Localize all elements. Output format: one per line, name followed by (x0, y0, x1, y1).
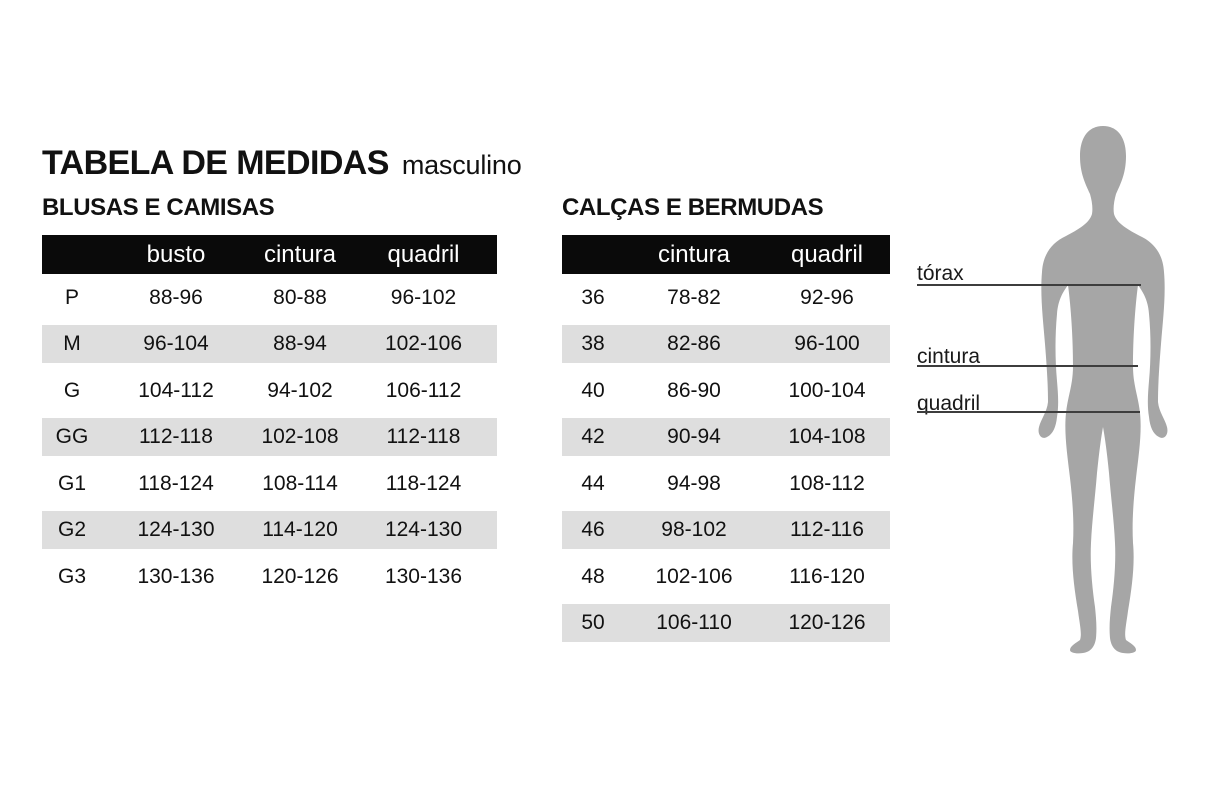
size-cell: 40 (581, 378, 605, 402)
page-title-text: TABELA DE MEDIDAS (42, 144, 389, 182)
blusas-header-row: busto cintura quadril (42, 235, 497, 274)
measure-range-cell: 106-110 (656, 611, 732, 635)
male-silhouette-shape (1038, 126, 1168, 654)
table-row: 36 78-82 92-96 (562, 274, 890, 321)
measure-range-cell: 104-108 (788, 425, 866, 449)
table-row: 40 86-90 100-104 (562, 367, 890, 414)
table-row: G1 118-124 108-114 118-124 (42, 460, 497, 507)
calcas-header-row: cintura quadril (562, 235, 890, 274)
size-cell: G3 (57, 564, 86, 588)
male-silhouette-figure (1038, 126, 1168, 654)
measure-range-cell: 96-102 (390, 285, 457, 309)
measure-range-cell: 116-120 (789, 564, 865, 588)
measurement-label-torax: tórax (917, 262, 964, 285)
size-cell: 42 (581, 425, 605, 449)
table-row: 44 94-98 108-112 (562, 460, 890, 507)
measure-range-cell: 120-126 (261, 564, 339, 588)
size-cell: 46 (581, 518, 605, 542)
measure-range-cell: 102-106 (384, 332, 463, 356)
measure-range-cell: 98-102 (661, 518, 727, 542)
measure-range-cell: 114-120 (262, 518, 338, 542)
measure-range-cell: 118-124 (138, 471, 214, 495)
measure-range-cell: 96-100 (794, 332, 860, 356)
section-title-calcas: CALÇAS E BERMUDAS (562, 194, 824, 221)
measure-range-cell: 124-130 (137, 518, 215, 542)
measure-range-cell: 112-118 (139, 425, 213, 449)
measure-range-cell: 112-118 (386, 425, 461, 449)
table-row: P 88-96 80-88 96-102 (42, 274, 497, 321)
measure-range-cell: 88-96 (149, 285, 203, 309)
calcas-table: cintura quadril 36 78-82 92-96 38 82-86 96-10… (562, 235, 890, 646)
table-row: M 96-104 88-94 102-106 (42, 320, 497, 367)
measure-range-cell: 106-112 (385, 378, 462, 402)
table-row: G2 124-130 114-120 124-130 (42, 506, 497, 553)
size-cell: G2 (57, 518, 86, 542)
measure-range-cell: 94-102 (267, 378, 333, 402)
measure-range-cell: 78-82 (667, 285, 721, 309)
measure-range-cell: 82-86 (667, 332, 721, 356)
measure-range-cell: 100-104 (788, 378, 866, 402)
measure-range-cell: 112-116 (790, 518, 864, 542)
table-row: 38 82-86 96-100 (562, 320, 890, 367)
measure-range-cell: 104-112 (138, 378, 214, 402)
size-cell: 48 (581, 564, 605, 588)
measure-range-cell: 92-96 (800, 285, 854, 309)
measurement-line-cintura (917, 365, 1138, 367)
header-cell-cintura: cintura (263, 240, 337, 268)
table-row: 48 102-106 116-120 (562, 553, 890, 600)
measure-range-cell: 88-94 (273, 332, 327, 356)
size-cell: GG (55, 425, 89, 449)
size-cell: G1 (57, 471, 86, 495)
table-row: G 104-112 94-102 106-112 (42, 367, 497, 414)
page-subtitle: masculino (401, 150, 522, 180)
measure-range-cell: 118-124 (385, 471, 462, 495)
table-row: 42 90-94 104-108 (562, 413, 890, 460)
measure-range-cell: 102-108 (261, 425, 339, 449)
measurement-label-quadril: quadril (917, 392, 981, 415)
measure-range-cell: 108-114 (262, 471, 338, 495)
measure-range-cell: 80-88 (273, 285, 327, 309)
size-cell: G (63, 378, 81, 402)
measure-range-cell: 130-136 (137, 564, 215, 588)
table-row: G3 130-136 120-126 130-136 (42, 553, 497, 600)
table-row: 46 98-102 112-116 (562, 506, 890, 553)
measurement-label-cintura: cintura (917, 345, 981, 368)
section-title-blusas: BLUSAS E CAMISAS (42, 194, 275, 221)
measure-range-cell: 130-136 (384, 564, 463, 588)
size-cell: 36 (581, 285, 605, 309)
header-cell-cintura: cintura (657, 240, 731, 268)
page-title: TABELA DE MEDIDAS masculino (42, 146, 522, 180)
measure-range-cell: 124-130 (384, 518, 463, 542)
size-cell: 38 (581, 332, 605, 356)
header-cell-quadril: quadril (387, 240, 460, 268)
measurement-line-quadril (917, 411, 1140, 413)
measure-range-cell: 120-126 (788, 611, 866, 635)
size-cell: M (63, 332, 81, 356)
table-row: GG 112-118 102-108 112-118 (42, 413, 497, 460)
calcas-table-body: 36 78-82 92-96 38 82-86 96-100 40 86-90 100-104 4… (562, 274, 890, 646)
table-row: 50 106-110 120-126 (562, 599, 890, 646)
blusas-table-body: P 88-96 80-88 96-102 M 96-104 88-94 102-106 G 104… (42, 274, 497, 600)
measure-range-cell: 86-90 (667, 378, 721, 402)
blusas-table: busto cintura quadril P 88-96 80-88 96-102 M… (42, 235, 497, 600)
measurement-line-torax (917, 284, 1141, 286)
header-cell-quadril: quadril (790, 240, 864, 268)
measure-range-cell: 102-106 (655, 564, 733, 588)
header-cell-busto: busto (146, 240, 206, 268)
measure-range-cell: 90-94 (667, 425, 721, 449)
size-cell: 44 (581, 471, 605, 495)
size-cell: 50 (581, 611, 605, 635)
measure-range-cell: 94-98 (667, 471, 721, 495)
measure-range-cell: 108-112 (789, 471, 865, 495)
measure-range-cell: 96-104 (143, 332, 209, 356)
size-cell: P (64, 285, 79, 309)
